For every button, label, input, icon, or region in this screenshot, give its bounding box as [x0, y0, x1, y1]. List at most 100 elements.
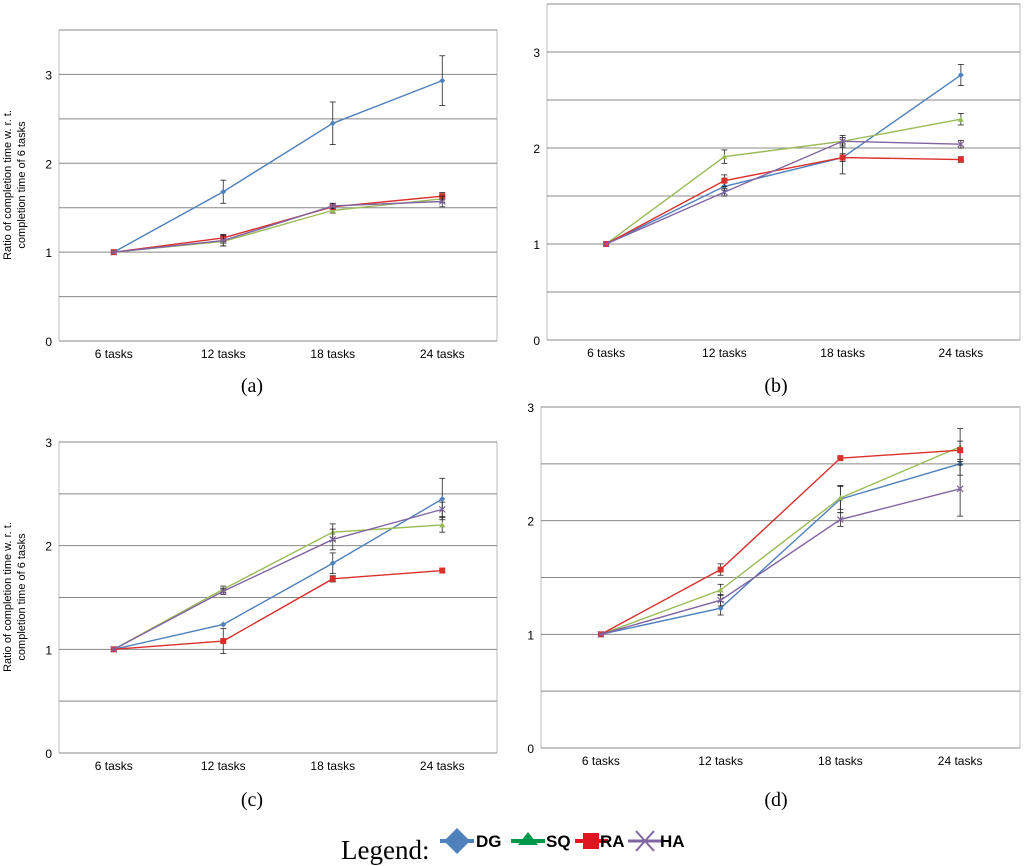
- series-line-ra: [113, 195, 443, 253]
- legend-entry-ra: RA: [575, 832, 625, 851]
- x-tick-label: 18 tasks: [818, 754, 863, 768]
- y-axis-label-line2: completion time of 6 tasks: [16, 121, 28, 249]
- data-point-ha: [839, 137, 847, 145]
- data-point-sq: [721, 153, 728, 160]
- data-point-dg: [439, 496, 446, 503]
- data-point-dg: [717, 605, 724, 612]
- series-line-ra: [113, 569, 443, 651]
- series-line-dg: [600, 463, 961, 636]
- series-line-sq: [113, 524, 443, 650]
- panel-label: (d): [764, 789, 787, 811]
- data-point-dg: [329, 120, 336, 127]
- x-tick-label: 18 tasks: [310, 347, 355, 361]
- series-line-ha: [113, 508, 443, 650]
- data-point-ha: [438, 198, 446, 205]
- y-tick-label: 1: [533, 238, 540, 252]
- data-point-ra: [839, 154, 846, 161]
- y-tick-label: 0: [45, 747, 52, 761]
- y-tick-label: 0: [533, 334, 540, 348]
- data-point-ha: [110, 645, 118, 653]
- data-point-ha: [329, 202, 337, 210]
- data-point-dg: [220, 621, 227, 628]
- data-point-ra: [220, 638, 227, 645]
- x-tick-label: 18 tasks: [310, 759, 355, 773]
- series-line-ra: [605, 156, 961, 245]
- data-point-ha: [957, 140, 965, 148]
- data-point-sq: [957, 116, 964, 122]
- x-tick-label: 24 tasks: [939, 346, 984, 360]
- x-tick-label: 24 tasks: [420, 759, 465, 773]
- chart-panel-c: Ratio of completion time w. r. t. comple…: [2, 436, 498, 811]
- legend-label-sq: SQ: [546, 832, 571, 851]
- series-line-ha: [600, 488, 961, 636]
- data-point-dg: [220, 188, 227, 195]
- y-tick-label: 1: [45, 246, 52, 260]
- y-tick-label: 0: [45, 335, 52, 349]
- y-tick-label: 3: [527, 401, 534, 415]
- y-axis-label-line1: Ratio of completion time w. r. t.: [2, 522, 14, 672]
- data-point-sq: [329, 207, 336, 213]
- panel-label: (c): [241, 789, 263, 811]
- y-axis-label-line2: completion time of 6 tasks: [16, 533, 28, 661]
- data-point-ra: [957, 447, 964, 454]
- diamond-marker-icon: [444, 828, 470, 854]
- legend-entry-ha: HA: [628, 830, 685, 852]
- data-point-sq: [439, 521, 446, 528]
- chart-panel-d: (d) 0 1 2 3 6 tasks 12 tasks 18 tasks 24 tasks: [527, 401, 1021, 811]
- data-point-ra: [717, 566, 724, 573]
- x-tick-label: 12 tasks: [702, 346, 747, 360]
- legend-entry-sq: SQ: [511, 832, 571, 851]
- y-tick-label: 1: [527, 628, 534, 642]
- x-tick-label: 6 tasks: [587, 346, 625, 360]
- series-line-ha: [605, 140, 961, 245]
- data-point-ra: [439, 567, 446, 574]
- series-line-dg: [605, 74, 962, 245]
- y-tick-label: 2: [45, 157, 52, 171]
- x-tick-label: 6 tasks: [95, 759, 133, 773]
- x-tick-label: 12 tasks: [201, 759, 246, 773]
- data-point-ha: [597, 630, 605, 638]
- data-point-ra: [837, 455, 844, 462]
- legend: Legend: DG SQ RA HA: [341, 828, 685, 865]
- data-point-ra: [957, 156, 964, 163]
- series-line-dg: [113, 79, 443, 253]
- x-tick-label: 24 tasks: [420, 347, 465, 361]
- x-tick-label: 12 tasks: [698, 754, 743, 768]
- x-tick-label: 6 tasks: [582, 754, 620, 768]
- data-point-ha: [438, 505, 446, 513]
- y-tick-label: 1: [45, 643, 52, 657]
- data-point-ha: [717, 596, 725, 604]
- legend-label-dg: DG: [476, 832, 502, 851]
- cross-marker-icon: [635, 830, 655, 852]
- panel-label: (a): [241, 375, 263, 397]
- series-line-sq: [605, 118, 962, 245]
- x-tick-label: 6 tasks: [95, 347, 133, 361]
- series-line-sq: [600, 446, 961, 635]
- y-tick-label: 3: [45, 68, 52, 82]
- data-point-ha: [836, 516, 844, 523]
- data-point-ha: [602, 240, 610, 248]
- data-point-ha: [956, 485, 964, 493]
- data-point-dg: [957, 72, 964, 79]
- data-point-ra: [329, 575, 336, 582]
- data-point-ha: [110, 248, 118, 256]
- data-point-ha: [720, 188, 728, 196]
- x-tick-label: 12 tasks: [201, 347, 246, 361]
- x-tick-label: 24 tasks: [938, 754, 983, 768]
- y-tick-label: 0: [527, 742, 534, 756]
- y-tick-label: 2: [533, 142, 540, 156]
- y-tick-label: 2: [45, 540, 52, 554]
- chart-panel-a: Ratio of completion time w. r. t. comple…: [2, 29, 498, 397]
- legend-label-ra: RA: [600, 832, 625, 851]
- square-marker-icon: [583, 833, 599, 849]
- legend-label-ha: HA: [660, 832, 685, 851]
- data-point-ha: [219, 587, 227, 595]
- y-axis-label-line1: Ratio of completion time w. r. t.: [2, 110, 14, 260]
- x-tick-label: 18 tasks: [820, 346, 865, 360]
- y-tick-label: 2: [527, 515, 534, 529]
- chart-panel-b: (b) 0 1 2 3 6 tasks 12 tasks 18 tasks 24 tasks: [533, 3, 1021, 397]
- data-point-sq: [717, 587, 724, 593]
- y-tick-label: 3: [45, 436, 52, 450]
- data-point-dg: [329, 560, 336, 567]
- legend-title: Legend:: [341, 835, 429, 865]
